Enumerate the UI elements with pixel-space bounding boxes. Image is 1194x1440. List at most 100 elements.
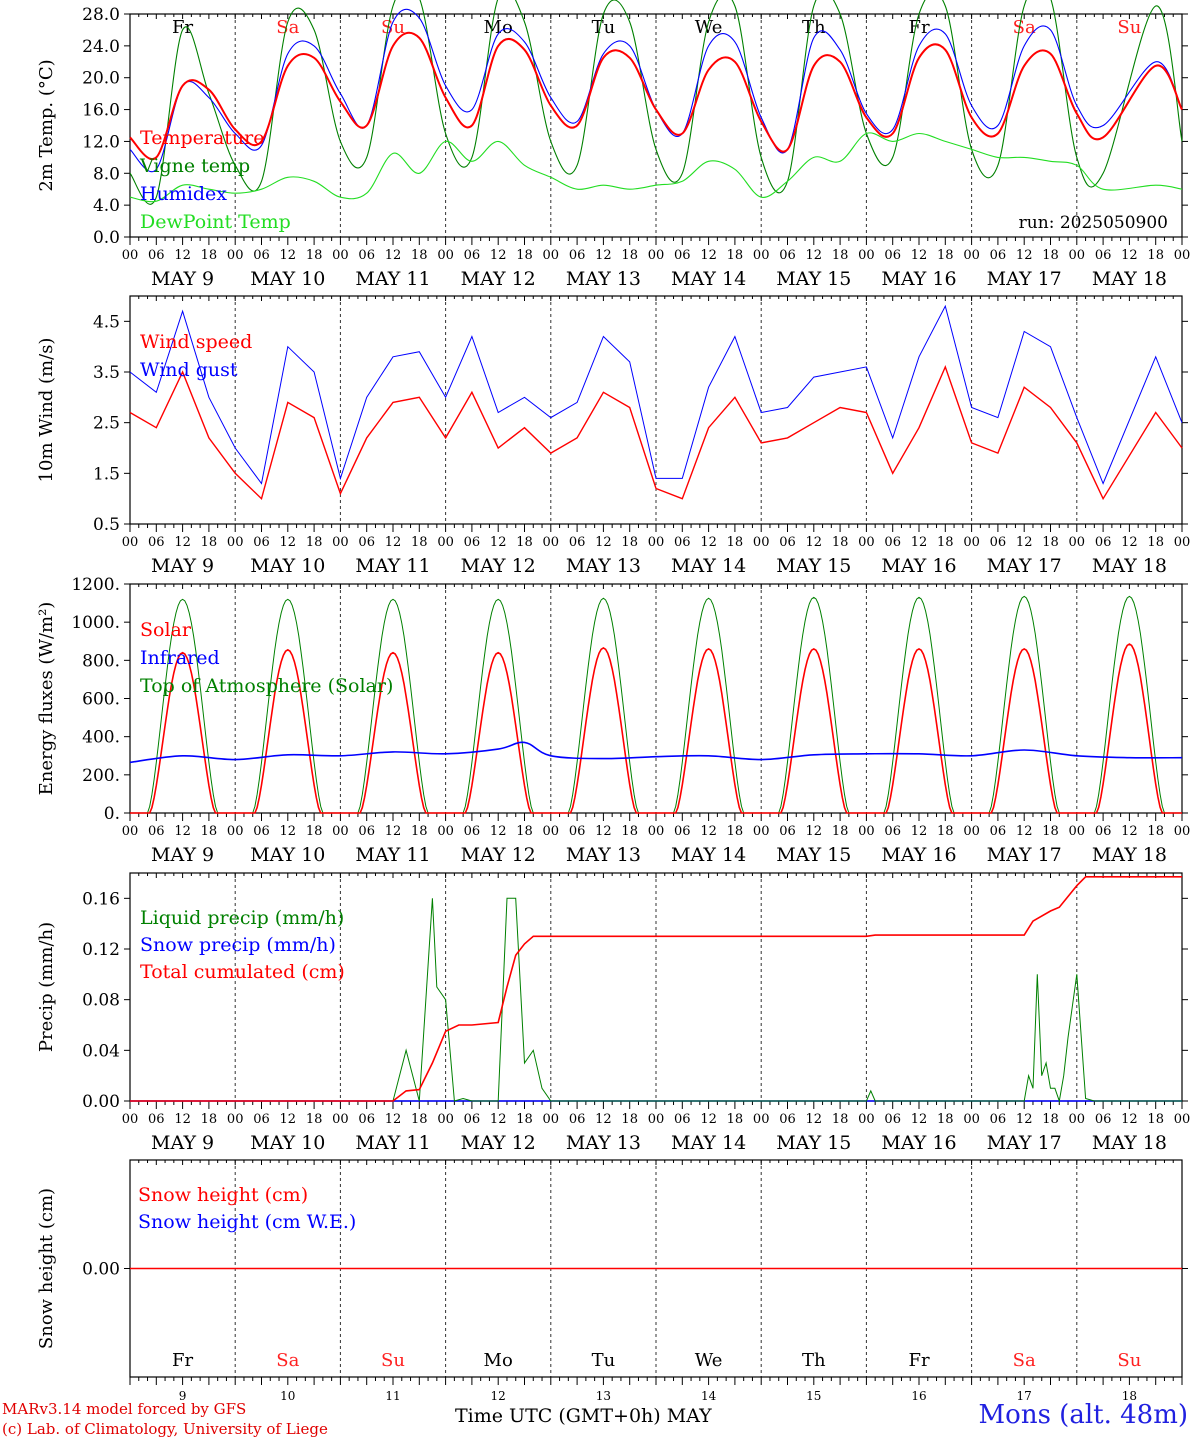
x-hour-label: 06	[253, 248, 270, 263]
x-date-label: MAY 14	[671, 555, 746, 577]
series-dewpoint-temp	[129, 132, 1183, 203]
x-hour-label: 06	[358, 824, 375, 839]
x-hour-label: 06	[990, 1112, 1007, 1127]
series-liquid-precip	[130, 897, 1182, 1103]
series-infrared	[129, 741, 1183, 764]
x-date-label: MAY 13	[566, 555, 641, 577]
x-hour-label: 18	[516, 248, 533, 263]
x-hour-label: 00	[963, 1112, 980, 1127]
x-date-label: MAY 12	[461, 1132, 536, 1154]
x-hour-label: 06	[148, 824, 165, 839]
y-axis-label: Energy fluxes (W/m²)	[36, 602, 57, 796]
x-hour-label: 12	[700, 248, 717, 263]
x-date-label: MAY 13	[566, 268, 641, 290]
x-hour-label: 18	[727, 1112, 744, 1127]
day-number-label: 13	[596, 1389, 611, 1403]
day-number-label: 14	[701, 1389, 717, 1403]
x-date-label: MAY 17	[987, 844, 1062, 866]
x-hour-label: 18	[1147, 824, 1164, 839]
x-hour-label: 12	[806, 824, 823, 839]
x-hour-label: 18	[727, 824, 744, 839]
x-hour-label: 06	[253, 535, 270, 550]
weekday-label: Sa	[276, 17, 299, 38]
x-date-label: MAY 12	[461, 844, 536, 866]
x-hour-label: 12	[385, 535, 402, 550]
x-hour-label: 00	[963, 824, 980, 839]
x-date-label: MAY 16	[881, 268, 956, 290]
x-hour-label: 12	[1016, 824, 1033, 839]
x-hour-label: 06	[358, 535, 375, 550]
x-date-label: MAY 14	[671, 268, 746, 290]
x-hour-label: 12	[911, 824, 928, 839]
x-hour-label: 12	[1121, 248, 1138, 263]
x-hour-label: 18	[306, 535, 323, 550]
x-date-label: MAY 17	[987, 268, 1062, 290]
x-hour-label: 12	[911, 248, 928, 263]
y-axis-label: 2m Temp. (°C)	[36, 59, 57, 191]
x-hour-label: 06	[674, 1112, 691, 1127]
x-axis-month: MAY	[666, 1405, 712, 1427]
x-hour-label: 06	[358, 248, 375, 263]
weekday-label-bottom: Su	[381, 1350, 405, 1371]
x-hour-label: 06	[1095, 248, 1112, 263]
x-hour-label: 00	[227, 248, 244, 263]
x-hour-label: 00	[332, 535, 349, 550]
x-hour-label: 18	[937, 824, 954, 839]
x-hour-label: 12	[280, 1112, 297, 1127]
x-hour-label: 12	[1016, 1112, 1033, 1127]
x-hour-label: 06	[674, 535, 691, 550]
x-hour-label: 18	[411, 535, 428, 550]
x-date-label: MAY 9	[151, 1132, 214, 1154]
x-hour-label: 12	[174, 535, 191, 550]
x-hour-label: 00	[858, 535, 875, 550]
x-hour-label: 18	[727, 535, 744, 550]
x-hour-label: 06	[779, 824, 796, 839]
x-date-label: MAY 15	[776, 555, 851, 577]
legend-entry: Infrared	[140, 647, 220, 669]
x-hour-label: 00	[437, 1112, 454, 1127]
x-hour-label: 06	[148, 248, 165, 263]
x-hour-label: 12	[700, 824, 717, 839]
weekday-label: We	[695, 17, 723, 38]
x-hour-label: 00	[858, 824, 875, 839]
x-date-label: MAY 18	[1092, 1132, 1167, 1154]
y-tick-label: 0.	[104, 804, 120, 824]
x-hour-label: 18	[727, 248, 744, 263]
x-hour-label: 00	[1069, 824, 1086, 839]
y-tick-label: 0.00	[82, 1092, 120, 1112]
x-hour-label: 00	[543, 1112, 560, 1127]
x-hour-label: 00	[437, 248, 454, 263]
x-hour-label: 00	[1174, 1112, 1191, 1127]
x-hour-label: 06	[884, 535, 901, 550]
x-hour-label: 12	[385, 824, 402, 839]
x-date-label: MAY 10	[250, 268, 325, 290]
series-temperature	[129, 31, 1183, 161]
y-tick-label: 4.0	[93, 196, 120, 216]
x-date-label: MAY 10	[250, 555, 325, 577]
x-hour-label: 18	[516, 535, 533, 550]
x-date-label: MAY 18	[1092, 268, 1167, 290]
y-tick-label: 24.0	[82, 37, 120, 57]
x-hour-label: 00	[122, 248, 139, 263]
x-hour-label: 18	[306, 824, 323, 839]
x-hour-label: 18	[411, 824, 428, 839]
x-hour-label: 18	[832, 535, 849, 550]
x-hour-label: 12	[595, 248, 612, 263]
x-hour-label: 00	[963, 535, 980, 550]
x-hour-label: 00	[437, 824, 454, 839]
x-hour-label: 00	[858, 248, 875, 263]
legend-entry: Total cumulated (cm)	[140, 961, 345, 983]
y-tick-label: 12.0	[82, 132, 120, 152]
weekday-label-bottom: Mo	[484, 1350, 513, 1371]
x-hour-label: 12	[385, 1112, 402, 1127]
x-hour-label: 06	[569, 824, 586, 839]
x-hour-label: 18	[1147, 248, 1164, 263]
x-hour-label: 18	[1147, 535, 1164, 550]
y-tick-label: 4.5	[93, 312, 120, 332]
x-date-label: MAY 17	[987, 555, 1062, 577]
x-hour-label: 18	[516, 1112, 533, 1127]
x-hour-label: 06	[358, 1112, 375, 1127]
x-hour-label: 06	[148, 1112, 165, 1127]
legend-entry: Humidex	[140, 183, 227, 205]
series-wind-speed	[129, 364, 1183, 501]
